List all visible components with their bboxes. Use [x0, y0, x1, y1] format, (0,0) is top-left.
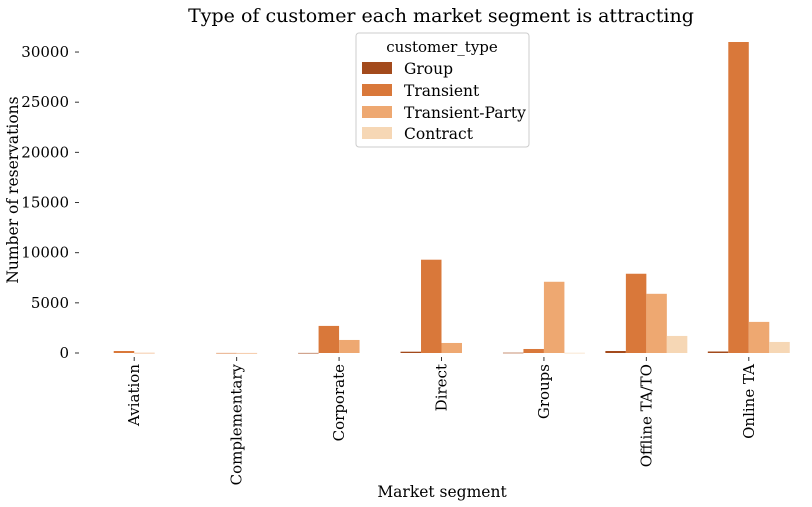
- bar-contract-offline-ta-to: [666, 335, 688, 353]
- bars: [113, 42, 790, 354]
- x-tick-label: Complementary: [228, 363, 246, 485]
- bar-group-groups: [502, 352, 524, 354]
- bar-group-offline-ta-to: [605, 350, 626, 353]
- legend-swatch-transient: [362, 84, 392, 96]
- x-axis: Aviation Complementary Corporate Direct Grou…: [125, 357, 758, 485]
- legend-swatch-contract: [362, 127, 392, 139]
- x-tick-label: Direct: [433, 364, 451, 411]
- legend-box: [355, 32, 530, 148]
- bar-transient-party-direct: [441, 342, 462, 353]
- y-tick-label: 0: [59, 344, 69, 362]
- y-tick-label: 20000: [21, 143, 69, 161]
- bar-transient-party-aviation: [134, 352, 155, 354]
- y-tick-label: 25000: [21, 93, 69, 111]
- bar-group-direct: [400, 351, 422, 353]
- legend-label-group: Group: [404, 60, 453, 78]
- bar-group-online-ta: [707, 351, 729, 353]
- bar-transient-party-online-ta: [748, 321, 770, 353]
- legend-swatch-group: [362, 62, 392, 74]
- bar-transient-aviation: [113, 350, 135, 353]
- y-tick-label: 30000: [21, 43, 69, 61]
- bar-transient-party-corporate: [339, 339, 360, 353]
- bar-transient-party-complementary: [236, 352, 258, 354]
- legend-swatch-transient-party: [362, 106, 392, 118]
- bar-transient-groups: [523, 348, 544, 353]
- legend: customer_type Group Transient Transient-…: [355, 32, 530, 148]
- legend-label-contract: Contract: [404, 125, 474, 143]
- y-tick-label: 10000: [21, 244, 69, 262]
- bar-contract-online-ta: [769, 341, 790, 353]
- bar-group-corporate: [298, 352, 319, 354]
- y-axis-title: Number of reservations: [4, 96, 22, 283]
- y-axis: 0 5000 10000 15000 20000 25000 30000: [21, 43, 79, 362]
- y-tick-label: 15000: [21, 194, 69, 212]
- bar-contract-groups: [564, 352, 585, 354]
- bar-transient-party-groups: [543, 281, 565, 353]
- y-tick-label: 5000: [31, 294, 69, 312]
- legend-title: customer_type: [386, 38, 498, 56]
- bar-transient-corporate: [318, 325, 340, 353]
- chart-title: Type of customer each market segment is …: [188, 5, 694, 27]
- bar-transient-direct: [421, 259, 442, 353]
- bar-transient-online-ta: [728, 42, 749, 353]
- x-tick-label: Aviation: [125, 364, 143, 427]
- legend-label-transient: Transient: [404, 82, 480, 100]
- bar-transient-complementary: [216, 352, 237, 354]
- bar-transient-offline-ta-to: [625, 273, 647, 353]
- x-tick-label: Corporate: [330, 364, 348, 441]
- legend-label-transient-party: Transient-Party: [404, 104, 526, 122]
- x-tick-label: Groups: [535, 364, 553, 419]
- x-axis-title: Market segment: [377, 483, 507, 501]
- x-tick-label: Offline TA/TO: [637, 364, 655, 467]
- bar-transient-party-offline-ta-to: [646, 293, 667, 353]
- x-tick-label: Online TA: [740, 364, 758, 439]
